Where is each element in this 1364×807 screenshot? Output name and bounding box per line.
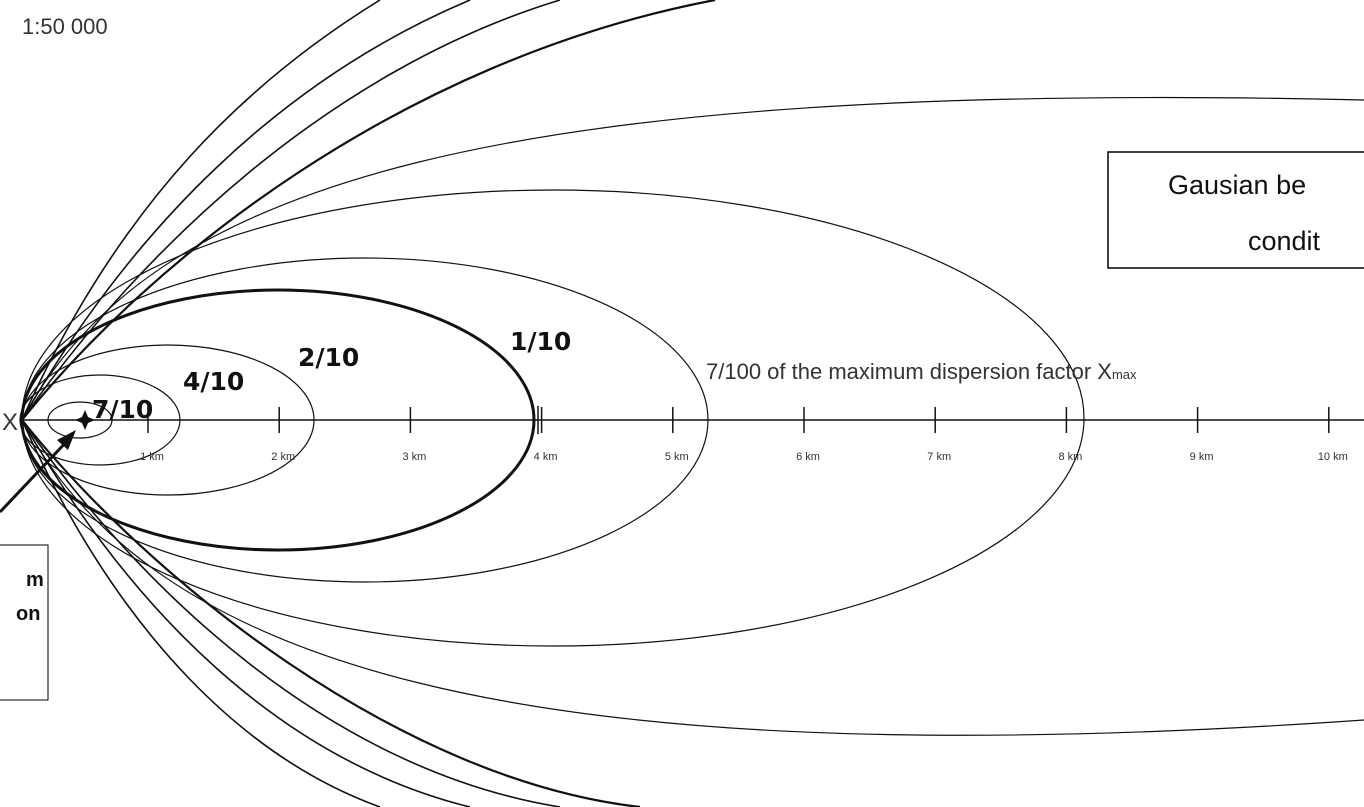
curve (21, 0, 716, 421)
outer-label-text: 7/100 of the maximum dispersion factor X (706, 359, 1112, 384)
curve (21, 419, 1364, 736)
contour-label: 4/10 (183, 367, 244, 396)
axis-label: X (2, 409, 18, 436)
km-label: 8 km (1058, 451, 1082, 463)
km-label: 10 km (1318, 451, 1348, 463)
km-label: 1 km (140, 451, 164, 463)
contour-label: 7/10 (92, 395, 153, 424)
curve (21, 0, 381, 421)
km-label: 3 km (402, 451, 426, 463)
source-star (75, 410, 95, 430)
bottom-box-line: on (16, 603, 40, 625)
contours (19, 189, 1085, 647)
km-label: 6 km (796, 451, 820, 463)
arrow (0, 436, 72, 514)
bottom-box (0, 544, 49, 701)
km-label: 2 km (271, 451, 295, 463)
top-box-line: condit (1248, 226, 1321, 256)
curve (21, 419, 641, 807)
top-box (1107, 151, 1364, 269)
km-label: 5 km (665, 451, 689, 463)
scale-label: 1:50 000 (22, 14, 108, 39)
arrow-head (57, 430, 76, 450)
top-box-line: Gausian be (1168, 170, 1306, 200)
outer-label: 7/100 of the maximum dispersion factor X… (706, 359, 1137, 384)
bottom-box-line: m (26, 569, 44, 591)
km-label: 4 km (534, 451, 558, 463)
km-label: 9 km (1190, 451, 1214, 463)
km-label: 7 km (927, 451, 951, 463)
curve (21, 419, 381, 807)
contour-label: 1/10 (510, 327, 571, 356)
curve (21, 0, 471, 421)
outer-label-subscript: max (1112, 367, 1137, 382)
curve (21, 419, 471, 807)
km-ticks: 1 km 2 km 3 km 4 km 5 km 6 km 7 km 8 km 9 km 10 k… (140, 407, 1348, 463)
curve (21, 419, 561, 807)
curve (21, 0, 561, 421)
contour-label: 2/10 (298, 343, 359, 372)
outer-curves (21, 0, 1364, 807)
curve (21, 96, 1364, 421)
